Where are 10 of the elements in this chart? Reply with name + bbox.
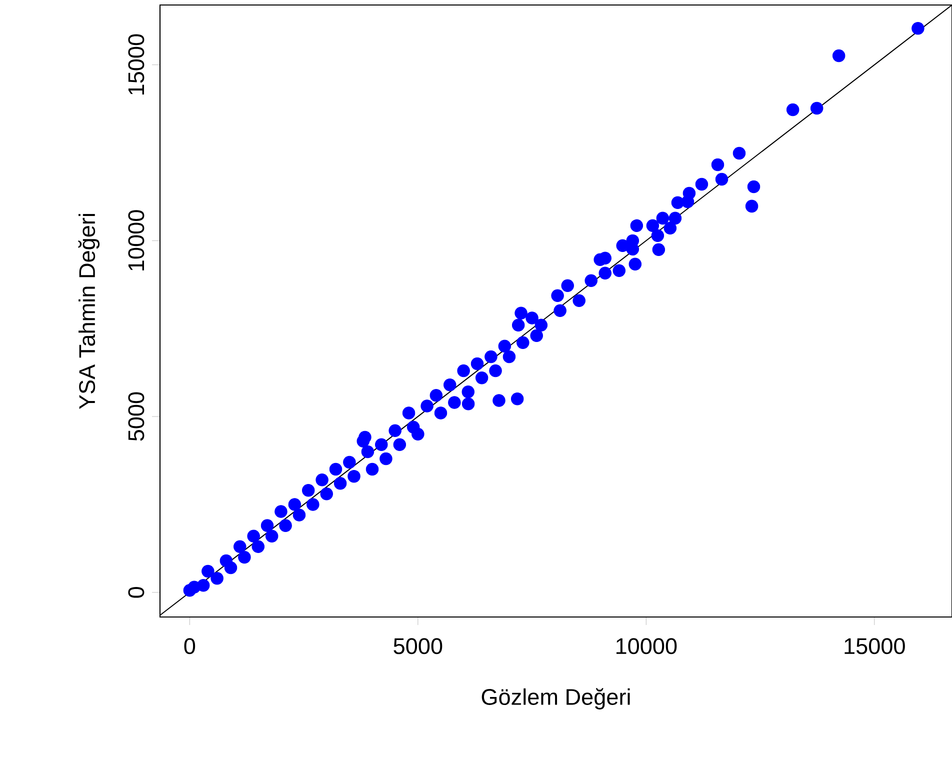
x-tick-label: 15000	[844, 638, 905, 654]
x-tick-label: 10000	[616, 638, 677, 654]
x-tick-label: 5000	[394, 638, 442, 654]
y-tick-label: 5000	[128, 392, 144, 441]
x-tick-label: 0	[184, 638, 196, 654]
x-axis-title: Gözlem Değeri	[482, 688, 630, 710]
y-axis-title: YSA Tahmin Değeri	[78, 214, 100, 410]
y-tick-label: 15000	[128, 34, 144, 94]
y-tick-label: 0	[128, 586, 144, 598]
y-tick-label: 10000	[128, 210, 144, 270]
